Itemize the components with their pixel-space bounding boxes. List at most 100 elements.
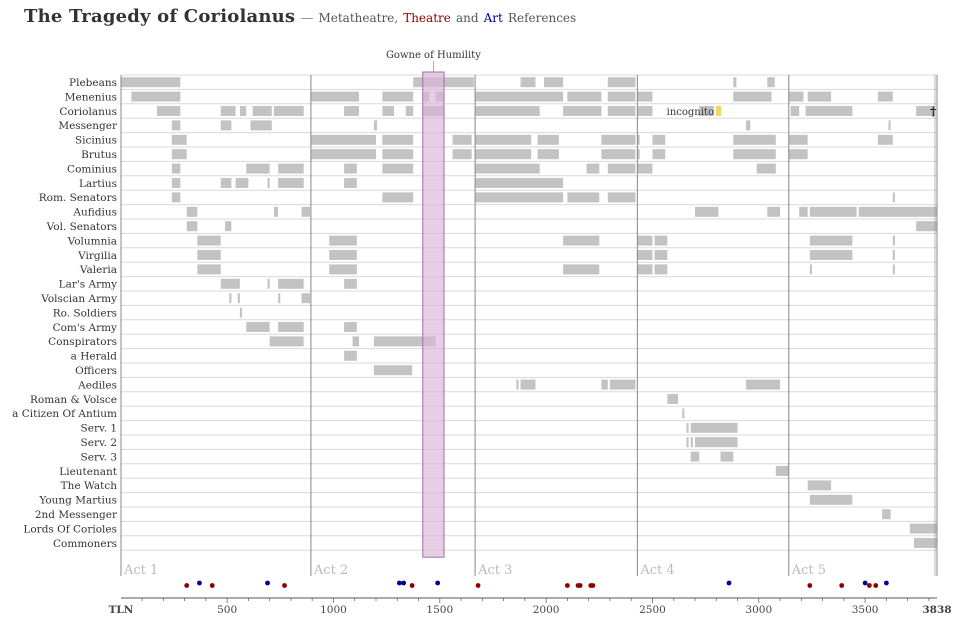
appearance-bar: [246, 322, 270, 332]
death-dagger-mark: †: [930, 105, 936, 119]
subtitle-references: References: [507, 11, 577, 25]
subtitle-theatre: Theatre: [403, 11, 451, 25]
appearance-bar: [543, 77, 564, 88]
appearance-bar: [278, 322, 304, 332]
appearance-bar: [278, 278, 304, 289]
appearance-bar: [909, 523, 937, 534]
x-axis-end-label: 3838: [922, 604, 951, 616]
appearance-bar: [567, 192, 600, 203]
appearance-bar: [637, 91, 653, 102]
appearance-bar: [382, 91, 414, 102]
appearance-bar: [877, 91, 893, 102]
appearance-bar: [405, 106, 414, 116]
appearance-bar: [373, 120, 378, 131]
character-label: Coriolanus: [59, 106, 117, 118]
character-label: Menenius: [65, 91, 117, 103]
appearance-bar: [278, 178, 304, 188]
appearance-bar: [516, 379, 519, 390]
appearance-bar: [682, 408, 685, 419]
appearance-bar: [382, 106, 395, 116]
character-label: Serv. 2: [81, 437, 117, 449]
appearance-bar: [382, 192, 414, 203]
appearance-bar: [807, 480, 832, 491]
character-label: Brutus: [81, 149, 117, 161]
appearance-bar: [775, 466, 789, 476]
appearance-bar: [767, 77, 775, 88]
appearance-bar: [269, 336, 304, 347]
appearance-bar: [475, 192, 564, 203]
appearance-bar: [607, 106, 636, 116]
theatre-reference-dot: [839, 583, 845, 588]
appearance-bar: [892, 235, 895, 246]
appearance-bar: [892, 192, 895, 203]
appearance-bar: [756, 163, 776, 174]
theatre-reference-dot: [577, 583, 583, 588]
character-label: Lords Of Corioles: [23, 523, 117, 535]
art-reference-dot: [435, 580, 441, 586]
x-tick-label: 3500: [852, 604, 879, 616]
x-tick-label: 2000: [533, 604, 560, 616]
appearance-bar: [310, 91, 359, 102]
appearance-bar: [452, 149, 472, 160]
appearance-bar: [686, 437, 689, 448]
appearance-bar: [267, 178, 270, 188]
appearance-bar: [121, 77, 181, 88]
appearance-bar: [788, 91, 804, 102]
character-label: Lartius: [79, 178, 117, 190]
appearance-bar: [197, 250, 221, 260]
theatre-reference-dot: [807, 583, 813, 588]
chart-title-block: The Tragedy of Coriolanus — Metatheatre,…: [24, 6, 576, 27]
art-reference-dot: [401, 580, 407, 586]
appearance-bar: [809, 264, 812, 275]
character-label: Cominius: [67, 163, 117, 175]
appearance-bar: [563, 106, 602, 116]
appearance-bar: [858, 206, 937, 217]
appearance-bar: [229, 293, 232, 304]
x-tick-label: 500: [217, 604, 237, 616]
chart-title: The Tragedy of Coriolanus: [24, 6, 296, 27]
appearance-bar: [637, 250, 653, 260]
appearance-bar: [690, 422, 738, 433]
art-reference-dot: [883, 580, 889, 586]
x-axis-start-label: TLN: [109, 604, 134, 616]
appearance-bar: [344, 163, 357, 174]
appearance-bar: [637, 163, 653, 174]
highlight-band: [422, 71, 445, 558]
appearance-bar: [310, 149, 376, 160]
appearance-bar: [652, 149, 666, 160]
character-label: Plebeans: [69, 77, 117, 89]
appearance-bar: [637, 149, 640, 160]
appearance-bar: [788, 149, 808, 160]
x-tick-label: 3000: [745, 604, 772, 616]
character-label: Officers: [75, 365, 117, 377]
art-reference-dot: [726, 580, 732, 586]
appearance-bar: [767, 206, 781, 217]
subtitle-art: Art: [483, 11, 503, 25]
appearance-bar: [520, 379, 536, 390]
theatre-reference-dot: [282, 583, 287, 588]
theatre-reference-dot: [184, 583, 190, 588]
appearance-bar: [475, 134, 532, 145]
character-label: Valeria: [79, 264, 117, 276]
x-tick-label: 1000: [320, 604, 347, 616]
appearance-bar: [329, 250, 357, 260]
appearance-bar: [892, 264, 895, 275]
character-label: Serv. 1: [81, 423, 117, 435]
act-divisions: Act 1 Act 2 Act 3 Act 4 Act 5: [120, 75, 938, 578]
appearance-bar: [607, 192, 636, 203]
appearance-bar: [239, 307, 243, 318]
character-label: Virgilia: [77, 250, 117, 262]
appearance-bar: [720, 451, 734, 462]
appearance-bar: [916, 106, 936, 116]
character-label: Volumnia: [67, 235, 117, 247]
art-reference-dot: [862, 580, 868, 586]
appearance-bar: [790, 106, 800, 116]
appearance-bar: [892, 250, 895, 260]
appearance-bar: [235, 178, 249, 188]
theatre-reference-dot: [866, 583, 872, 588]
character-label: Com's Army: [53, 322, 117, 334]
appearance-bar: [352, 336, 359, 347]
appearance-bar: [877, 134, 893, 145]
character-label: Aediles: [77, 379, 117, 391]
